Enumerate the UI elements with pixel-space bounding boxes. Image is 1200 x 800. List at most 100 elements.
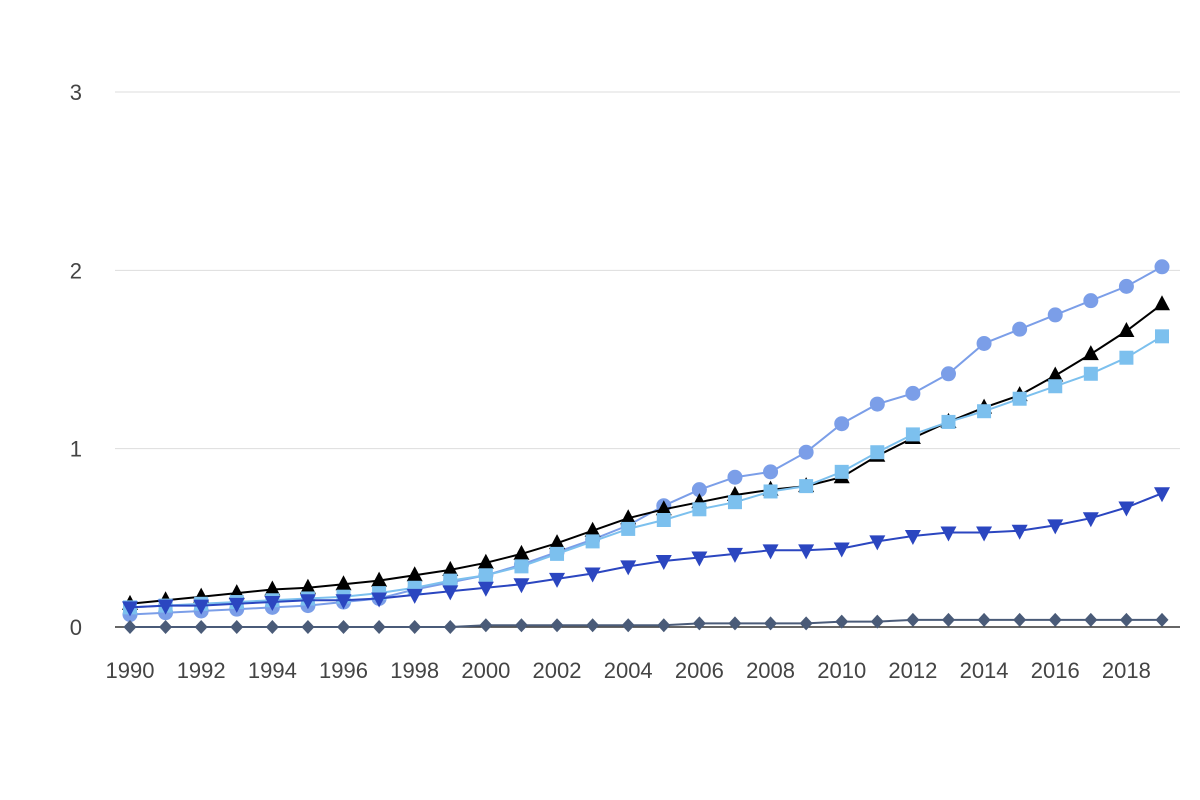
data-point [443, 573, 458, 588]
data-point [1118, 501, 1135, 517]
data-point [799, 479, 814, 494]
data-point [477, 581, 494, 597]
data-point [1012, 321, 1028, 337]
data-point [1154, 259, 1170, 275]
data-point [1154, 487, 1170, 503]
data-point [620, 560, 637, 576]
data-point [692, 502, 707, 517]
data-point [763, 464, 779, 480]
data-point [906, 612, 920, 627]
data-point [1082, 345, 1099, 361]
data-point [905, 385, 921, 401]
data-point [1154, 295, 1170, 311]
data-point [123, 620, 137, 634]
data-point [763, 484, 778, 499]
data-point [799, 616, 813, 631]
series-triangle-up [122, 295, 1170, 610]
data-point [122, 601, 138, 617]
data-point [1083, 293, 1099, 309]
data-point [1155, 612, 1169, 627]
data-point [1048, 612, 1062, 627]
data-point [835, 614, 849, 629]
y-tick-label: 1 [70, 437, 82, 462]
data-point [869, 535, 886, 551]
data-point [550, 618, 564, 633]
data-point [977, 404, 992, 419]
data-point [265, 620, 279, 634]
data-point [299, 578, 316, 594]
x-tick-label: 2002 [533, 658, 582, 683]
data-point [230, 620, 244, 634]
data-point [1118, 321, 1135, 337]
data-point [976, 335, 992, 351]
data-point [585, 534, 600, 549]
data-point [941, 612, 955, 627]
data-point [513, 578, 530, 594]
data-point [727, 495, 742, 510]
series-line [130, 618, 1162, 628]
grid [115, 91, 1180, 450]
data-point [620, 509, 637, 525]
data-point [834, 416, 850, 432]
data-point [691, 551, 708, 567]
data-point [157, 599, 174, 615]
series-diamond [123, 612, 1169, 634]
data-point [299, 594, 316, 610]
data-point [691, 482, 707, 498]
data-point [1119, 350, 1134, 365]
data-point [1119, 612, 1133, 627]
x-tick-label: 1998 [390, 658, 439, 683]
x-tick-label: 1990 [106, 658, 155, 683]
data-point [550, 546, 565, 561]
data-point [586, 618, 600, 633]
series-square [123, 329, 1169, 615]
series-line [129, 303, 1163, 605]
data-point [337, 620, 351, 634]
series-line [129, 335, 1163, 609]
data-point [442, 560, 459, 576]
y-tick-label: 3 [70, 80, 82, 105]
data-point [549, 534, 566, 550]
data-point [1047, 307, 1063, 323]
data-point [869, 396, 885, 412]
data-point [764, 616, 778, 631]
x-tick-label: 2000 [461, 658, 510, 683]
data-point [1047, 366, 1064, 382]
data-point [584, 567, 601, 583]
series-line [129, 265, 1163, 616]
data-point [514, 559, 529, 574]
data-point [977, 612, 991, 627]
data-point [692, 616, 706, 631]
data-point [371, 571, 388, 587]
data-point [372, 620, 386, 634]
data-point [1011, 524, 1028, 540]
x-tick-label: 2018 [1102, 658, 1151, 683]
series-line [129, 492, 1163, 609]
data-point [657, 618, 671, 633]
data-point [621, 618, 635, 633]
data-point [870, 445, 885, 460]
y-tick-label: 0 [70, 615, 82, 640]
x-tick-label: 2012 [888, 658, 937, 683]
data-point [1013, 612, 1027, 627]
data-point [514, 618, 528, 633]
y-axis-ticks: 0 1 2 3 [70, 80, 82, 640]
data-point [1047, 519, 1064, 535]
data-point [443, 620, 457, 634]
data-point [194, 620, 208, 634]
data-point [727, 469, 743, 485]
data-point [513, 544, 530, 560]
data-point [1048, 379, 1063, 394]
data-point [904, 530, 921, 546]
data-point [584, 521, 601, 537]
data-point [228, 597, 245, 613]
data-point [335, 594, 352, 610]
data-point [406, 588, 423, 604]
data-point [1155, 329, 1169, 344]
data-point [371, 592, 388, 608]
data-point [656, 513, 671, 527]
data-point [335, 575, 352, 591]
data-point [264, 580, 281, 596]
